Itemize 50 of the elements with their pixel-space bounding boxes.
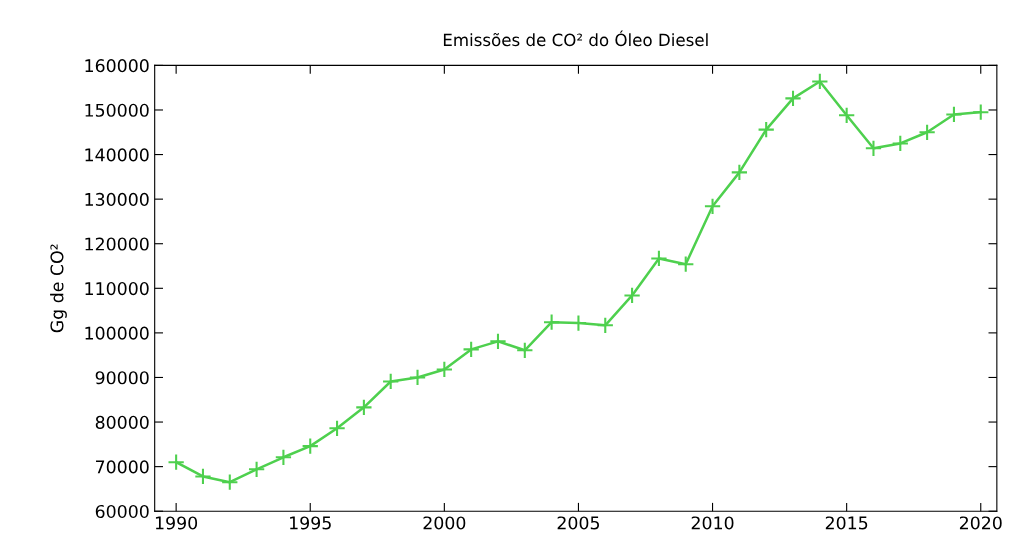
point bbox=[408, 368, 427, 387]
y-tick-label: 110000 bbox=[85, 282, 149, 296]
point bbox=[274, 448, 293, 466]
y-tick-label: 60000 bbox=[95, 504, 149, 519]
point bbox=[516, 341, 534, 359]
point bbox=[623, 286, 641, 305]
x-tick-label: 1990 bbox=[155, 516, 198, 530]
x-tick-label: 2000 bbox=[423, 516, 466, 530]
y-tick-label: 140000 bbox=[85, 148, 149, 162]
point bbox=[596, 316, 614, 334]
point bbox=[542, 313, 561, 331]
y-tick-label: 90000 bbox=[95, 371, 149, 385]
point bbox=[677, 255, 695, 273]
point bbox=[355, 398, 373, 417]
point bbox=[918, 123, 936, 141]
y-axis-title: Gg de CO² bbox=[50, 244, 67, 333]
x-tick-label: 2020 bbox=[959, 516, 1002, 530]
point bbox=[757, 120, 775, 139]
point bbox=[247, 460, 266, 478]
point bbox=[301, 437, 319, 455]
y-tick-label: 130000 bbox=[85, 192, 149, 206]
point bbox=[221, 473, 239, 491]
y-tick-label: 100000 bbox=[85, 326, 149, 340]
x-tick-label: 2015 bbox=[825, 516, 868, 530]
point bbox=[703, 197, 722, 215]
point bbox=[650, 249, 668, 268]
point bbox=[837, 106, 856, 125]
y-tick-label: 80000 bbox=[95, 415, 149, 429]
x-tick-label: 1995 bbox=[290, 516, 331, 530]
point bbox=[382, 372, 400, 391]
chart-title: Emissões de CO² do Óleo Diesel bbox=[443, 30, 708, 47]
x-tick-label: 2010 bbox=[691, 516, 734, 530]
point bbox=[489, 332, 507, 351]
point bbox=[811, 72, 829, 91]
point bbox=[462, 340, 480, 359]
point bbox=[784, 89, 802, 108]
y-tick-label: 120000 bbox=[85, 237, 149, 251]
point bbox=[972, 103, 990, 121]
y-tick-label: 160000 bbox=[85, 59, 149, 73]
point bbox=[730, 163, 749, 182]
y-tick-label: 150000 bbox=[85, 103, 149, 117]
point bbox=[891, 134, 909, 153]
point bbox=[945, 105, 963, 124]
point bbox=[194, 467, 212, 486]
y-tick-label: 70000 bbox=[96, 460, 149, 474]
point bbox=[328, 419, 346, 437]
point bbox=[864, 139, 883, 157]
x-tick-label: 2005 bbox=[557, 516, 600, 530]
point bbox=[435, 360, 454, 379]
point bbox=[167, 453, 185, 471]
